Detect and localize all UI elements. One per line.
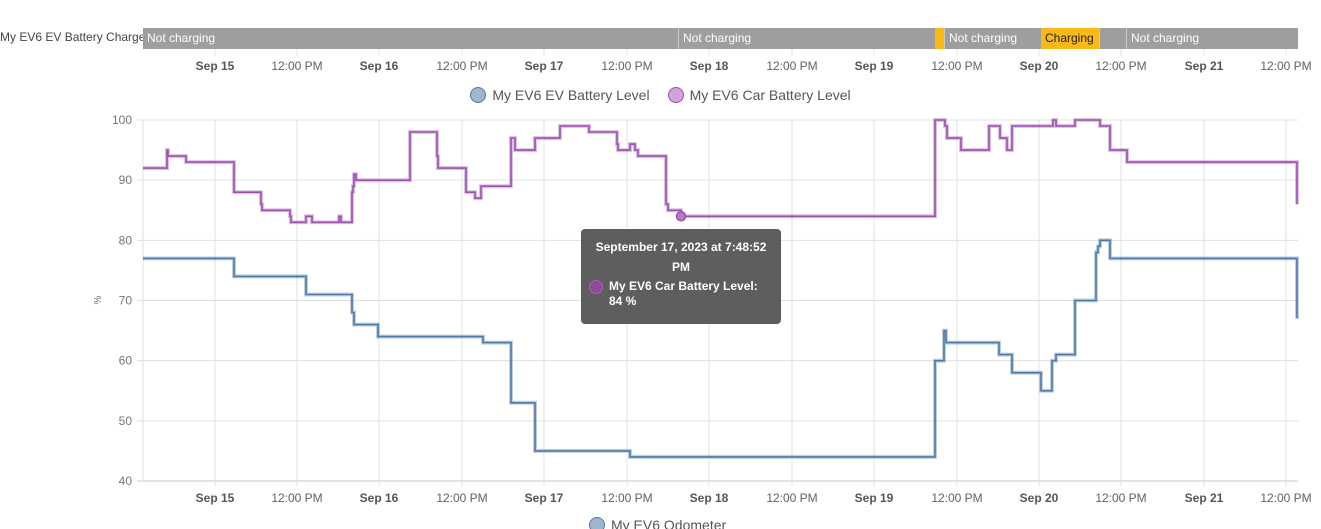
chart-x-tick-label: Sep 17 — [524, 491, 564, 505]
timeline-x-tick-label: 12:00 PM — [1095, 59, 1147, 73]
timeline-label: My EV6 EV Battery Charge — [0, 30, 146, 44]
series-color-icon — [589, 280, 603, 294]
timeline-segment-notcharging[interactable] — [1099, 28, 1126, 49]
chart-x-tick-label: 12:00 PM — [1260, 491, 1312, 505]
chart-x-tick-label: Sep 19 — [854, 491, 894, 505]
chart-x-tick-label: 12:00 PM — [271, 491, 323, 505]
legend-item[interactable]: My EV6 Car Battery Level — [667, 87, 851, 103]
chart-x-tick-label: 12:00 PM — [601, 491, 653, 505]
timeline-x-tick-label: 12:00 PM — [1260, 59, 1312, 73]
tooltip-title: September 17, 2023 at 7:48:52 PM — [595, 240, 767, 274]
timeline-x-tick-label: Sep 20 — [1019, 59, 1059, 73]
timeline-x-tick-label: 12:00 PM — [601, 59, 653, 73]
timeline-x-tick-label: Sep 21 — [1184, 59, 1224, 73]
timeline-x-tick-label: 12:00 PM — [271, 59, 323, 73]
chart-x-tick-label: Sep 21 — [1184, 491, 1224, 505]
legend-circle-icon — [667, 87, 684, 103]
y-tick-label: 40 — [119, 474, 133, 488]
timeline-x-tick-label: Sep 15 — [195, 59, 235, 73]
series-line-halo — [143, 118, 1299, 225]
y-tick-label: 80 — [119, 233, 133, 247]
legend-circle-icon — [589, 517, 605, 529]
timeline-segment-notcharging[interactable]: Not charging — [143, 28, 678, 49]
y-tick-label: 100 — [112, 113, 132, 127]
timeline-segment-notcharging[interactable]: Not charging — [678, 28, 935, 49]
series-line[interactable] — [143, 239, 1298, 458]
legend-item[interactable]: My EV6 EV Battery Level — [470, 87, 650, 103]
legend-label: My EV6 Odometer — [611, 517, 727, 529]
timeline-x-tick-label: 12:00 PM — [766, 59, 818, 73]
legend-label: My EV6 EV Battery Level — [492, 87, 650, 103]
timeline-x-tick-label: Sep 18 — [689, 59, 729, 73]
y-tick-label: 70 — [119, 294, 133, 308]
timeline-segment-charging[interactable] — [935, 28, 944, 49]
tooltip-value: My EV6 Car Battery Level: 84 % — [609, 279, 758, 308]
timeline-x-tick-label: Sep 17 — [524, 59, 564, 73]
legend-circle-icon — [470, 87, 487, 103]
odometer-legend-item[interactable]: My EV6 Odometer — [589, 517, 726, 529]
chart-x-tick-label: Sep 20 — [1019, 491, 1059, 505]
y-axis-unit-label: % — [93, 295, 104, 304]
timeline-segment-notcharging[interactable]: Not charging — [944, 28, 1041, 49]
chart-x-tick-label: 12:00 PM — [766, 491, 818, 505]
chart-x-tick-label: Sep 15 — [195, 491, 235, 505]
charge-status-timeline[interactable]: Not charging Not charging Not charging Char… — [143, 28, 1298, 49]
timeline-x-tick-label: 12:00 PM — [931, 59, 983, 73]
legend-label: My EV6 Car Battery Level — [689, 87, 851, 103]
y-tick-label: 50 — [119, 414, 133, 428]
timeline-x-tick-label: Sep 16 — [359, 59, 399, 73]
hover-point-marker[interactable] — [675, 211, 687, 222]
chart-legend: My EV6 EV Battery Level My EV6 Car Batter… — [0, 87, 1321, 103]
series-line[interactable] — [143, 119, 1298, 224]
chart-x-tick-label: 12:00 PM — [436, 491, 488, 505]
chart-tooltip: September 17, 2023 at 7:48:52 PM My EV6 … — [581, 229, 781, 324]
chart-x-tick-label: 12:00 PM — [931, 491, 983, 505]
chart-x-tick-label: Sep 18 — [689, 491, 729, 505]
timeline-x-tick-label: 12:00 PM — [436, 59, 488, 73]
chart-x-tick-label: Sep 16 — [359, 491, 399, 505]
timeline-segment-notcharging[interactable]: Not charging — [1126, 28, 1298, 49]
y-tick-label: 90 — [119, 173, 133, 187]
chart-x-tick-label: 12:00 PM — [1095, 491, 1147, 505]
timeline-segment-charging[interactable]: Charging — [1041, 28, 1099, 49]
timeline-x-tick-label: Sep 19 — [854, 59, 894, 73]
y-tick-label: 60 — [119, 354, 133, 368]
